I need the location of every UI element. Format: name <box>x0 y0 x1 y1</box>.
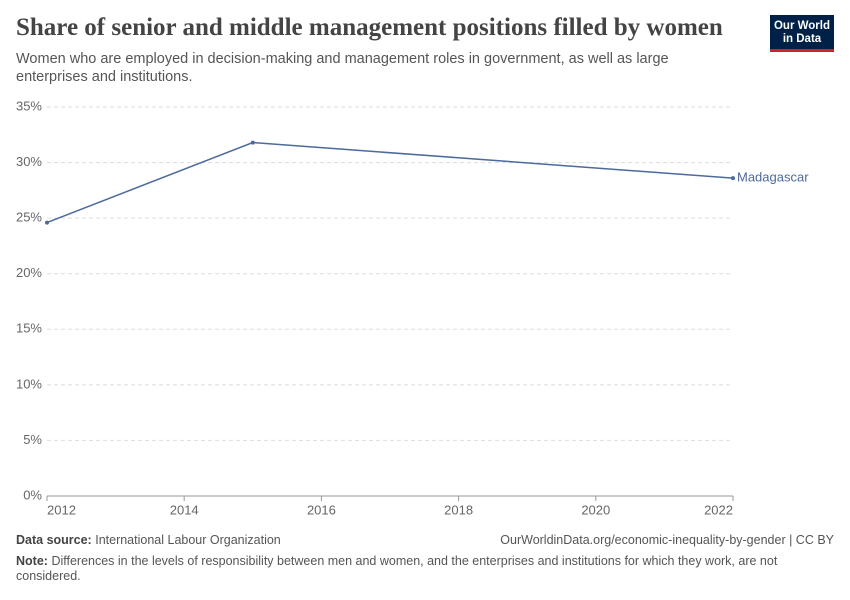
y-tick-label: 15% <box>16 321 42 336</box>
y-tick-label: 10% <box>16 376 42 391</box>
note: Note: Differences in the levels of respo… <box>16 554 816 584</box>
y-tick-label: 20% <box>16 265 42 280</box>
x-tick-label: 2022 <box>704 502 733 517</box>
source: Data source: International Labour Organi… <box>16 533 281 547</box>
source-text: International Labour Organization <box>95 533 281 547</box>
y-tick-label: 0% <box>23 487 42 502</box>
point <box>731 176 735 181</box>
line <box>46 141 734 224</box>
y-tick-label: 5% <box>23 432 42 447</box>
y-tick-label: 35% <box>16 98 42 113</box>
point <box>250 140 255 145</box>
x-tick-label: 2020 <box>581 502 610 517</box>
x-tick-label: 2012 <box>47 502 76 517</box>
chart-title: Share of senior and middle management po… <box>16 14 723 41</box>
y-tick-label: 30% <box>16 154 42 169</box>
logo-text: Our World <box>773 20 830 32</box>
x-tick-label: 2018 <box>444 502 473 517</box>
url[interactable]: OurWorldinData.org/economic-inequality-b… <box>500 533 834 547</box>
source-label: Data source: <box>16 533 92 547</box>
x-tick-label: 2014 <box>170 502 199 517</box>
logo[interactable]: Our World in Data <box>770 15 834 52</box>
note-text: Differences in the levels of responsibil… <box>16 554 778 583</box>
note-label: Note: <box>16 554 48 568</box>
series-label: Madagascar <box>737 170 809 185</box>
logo-text: in Data <box>782 33 822 45</box>
chart-subtitle: Women who are employed in decision-makin… <box>16 51 669 85</box>
y-tick-label: 25% <box>16 210 42 225</box>
point <box>45 220 49 225</box>
x-tick-label: 2016 <box>307 502 336 517</box>
